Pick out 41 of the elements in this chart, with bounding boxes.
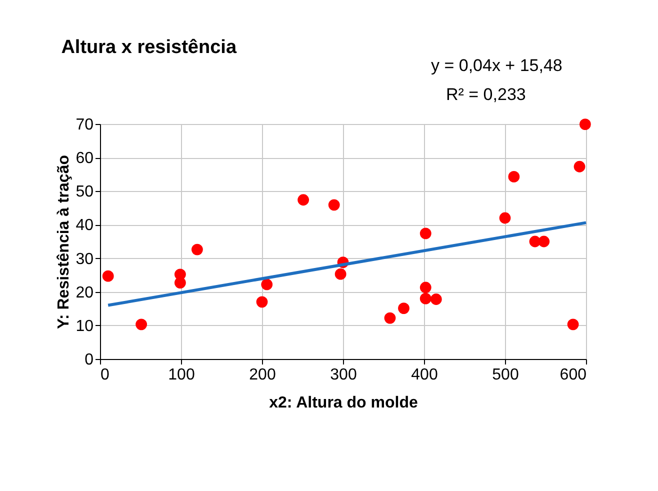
y-tick-label: 70	[76, 116, 94, 134]
point	[328, 199, 340, 211]
point	[102, 270, 114, 282]
point	[261, 278, 273, 290]
point	[398, 302, 410, 314]
y-tick-label: 20	[76, 284, 94, 302]
point	[136, 318, 148, 330]
text: y = 0,04x + 15,48	[431, 56, 562, 75]
chart-title: Altura x resistência	[61, 37, 237, 58]
x-tick-label: 100	[168, 366, 195, 384]
point	[420, 228, 432, 240]
point	[499, 212, 511, 224]
x-axis-title: x2: Altura do molde	[269, 394, 418, 412]
y-tick-label: 40	[76, 217, 94, 234]
point	[420, 282, 432, 294]
y-axis-title: Y: Resistência à tração	[56, 154, 73, 330]
x-tick-label: 0	[100, 366, 110, 384]
point	[430, 294, 442, 305]
y-tick-label: 30	[76, 250, 94, 268]
x-tick-label: 600	[560, 366, 587, 384]
point	[420, 292, 432, 304]
y-tick-label: 60	[76, 150, 94, 168]
x-tick-label: 300	[330, 366, 357, 384]
point	[192, 244, 203, 256]
text: R² = 0,233	[446, 85, 526, 104]
y-tick-label: 50	[76, 184, 94, 201]
y-tick-label: 0	[84, 352, 94, 368]
x-tick-label: 400	[411, 366, 438, 384]
point	[538, 236, 550, 248]
point	[567, 318, 579, 330]
point	[174, 277, 186, 288]
point	[579, 118, 591, 130]
y-tick-label: 10	[76, 318, 94, 335]
point	[384, 312, 396, 324]
point	[508, 171, 520, 182]
point	[574, 160, 586, 172]
point	[298, 194, 310, 206]
x-tick-label: 200	[249, 366, 276, 384]
point	[334, 268, 346, 280]
x-tick-label: 500	[492, 366, 519, 384]
point	[256, 296, 268, 308]
